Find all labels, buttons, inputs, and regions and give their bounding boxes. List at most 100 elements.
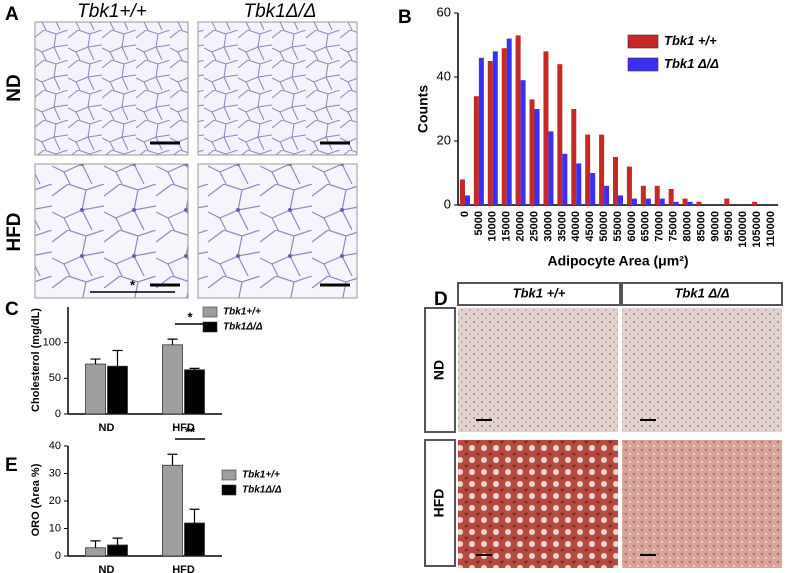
error-bar xyxy=(189,367,200,370)
bar xyxy=(682,198,688,205)
bar xyxy=(631,198,637,205)
bar xyxy=(687,201,693,205)
bar xyxy=(576,163,582,205)
bar xyxy=(501,48,507,206)
bar xyxy=(557,64,563,205)
y-tick-label: 40 xyxy=(49,440,61,452)
bar xyxy=(162,464,183,557)
x-tick-label: 30000 xyxy=(542,211,554,242)
bar xyxy=(673,201,679,205)
row-label: HFD xyxy=(4,212,25,251)
bar xyxy=(571,109,577,205)
column-header: Tbk1 Δ/Δ xyxy=(674,285,729,300)
bar xyxy=(599,134,605,205)
bar xyxy=(645,198,651,205)
bar xyxy=(107,544,128,557)
bar xyxy=(640,185,646,205)
bar xyxy=(85,547,106,557)
x-tick-label: 110000 xyxy=(765,211,777,247)
x-tick-label: 70000 xyxy=(654,211,666,242)
bar xyxy=(585,134,591,205)
panel-letter: D xyxy=(434,289,448,310)
x-tick-label: 25000 xyxy=(528,211,540,242)
bar xyxy=(162,344,183,415)
micrograph xyxy=(34,21,189,156)
x-tick-label: 50000 xyxy=(598,211,610,242)
bar xyxy=(85,363,106,415)
x-tick-label: 90000 xyxy=(709,211,721,242)
x-tick-label: 55000 xyxy=(612,211,624,242)
x-tick-label: 60000 xyxy=(626,211,638,242)
row-box xyxy=(424,439,456,567)
legend-label: Tbk1+/+ xyxy=(223,307,261,318)
bar xyxy=(548,131,554,205)
bar xyxy=(668,189,674,205)
panel-letter: B xyxy=(398,7,412,28)
y-tick-label: 60 xyxy=(437,4,451,19)
significance-label: * xyxy=(187,309,193,324)
row-label: HFD xyxy=(431,489,447,518)
bar xyxy=(654,185,660,205)
bar xyxy=(529,99,535,205)
bar xyxy=(184,522,205,557)
bar xyxy=(626,166,632,205)
micrograph xyxy=(458,308,618,432)
row-box xyxy=(424,307,456,433)
x-tick-label: 45000 xyxy=(584,211,596,242)
error-bar xyxy=(90,358,101,365)
y-tick-label: 10 xyxy=(49,522,61,534)
legend-swatch xyxy=(221,469,237,481)
row-label: ND xyxy=(431,360,447,380)
legend-swatch xyxy=(202,321,218,333)
x-tick-label: 85000 xyxy=(695,211,707,242)
row-label: ND xyxy=(4,74,25,101)
x-tick-label: 35000 xyxy=(556,211,568,242)
y-tick-label: 100 xyxy=(43,337,61,349)
bar xyxy=(464,195,470,205)
y-axis-label: ORO (Area %) xyxy=(30,463,42,536)
error-bar xyxy=(90,540,101,548)
y-tick-label: 0 xyxy=(444,196,451,211)
x-tick-label: 75000 xyxy=(668,211,680,242)
bar xyxy=(492,51,498,206)
legend-label: Tbk1+/+ xyxy=(242,470,280,481)
y-tick-label: 0 xyxy=(55,408,61,420)
x-tick-label: 20000 xyxy=(515,211,527,242)
header-box xyxy=(457,282,621,306)
error-bar xyxy=(112,349,123,367)
micrograph xyxy=(34,163,189,299)
column-header: Tbk1Δ/Δ xyxy=(243,1,316,22)
bar xyxy=(520,80,526,205)
bar xyxy=(506,38,512,205)
x-tick-label: 0 xyxy=(459,211,471,217)
y-tick-label: 40 xyxy=(437,68,451,83)
x-tick-label: ND xyxy=(99,422,115,434)
micrograph xyxy=(458,440,618,568)
legend-swatch xyxy=(627,57,659,72)
x-tick-label: 5000 xyxy=(473,211,485,235)
bar xyxy=(604,185,610,205)
error-bar xyxy=(189,508,200,523)
significance-label: ** xyxy=(185,424,196,439)
y-tick-label: 20 xyxy=(437,132,451,147)
x-tick-label: 40000 xyxy=(570,211,582,242)
panel-letter: E xyxy=(5,455,18,476)
bar xyxy=(459,179,465,205)
bar xyxy=(696,201,702,205)
bar xyxy=(515,35,521,206)
x-axis-label: Adipocyte Area (μm²) xyxy=(547,253,688,269)
column-header: Tbk1 +/+ xyxy=(513,285,566,300)
x-tick-label: 10000 xyxy=(487,211,499,242)
error-bar xyxy=(167,338,178,345)
bar xyxy=(107,365,128,415)
error-bar xyxy=(112,537,123,545)
y-tick-label: 30 xyxy=(49,467,61,479)
y-tick-label: 20 xyxy=(49,495,61,507)
bar xyxy=(618,195,623,205)
x-tick-label: 95000 xyxy=(723,211,735,242)
bar xyxy=(534,109,540,205)
legend-label: Tbk1 Δ/Δ xyxy=(664,56,719,71)
y-axis-label: Cholesterol (mg/dL) xyxy=(30,308,42,412)
legend-label: Tbk1Δ/Δ xyxy=(223,322,263,333)
